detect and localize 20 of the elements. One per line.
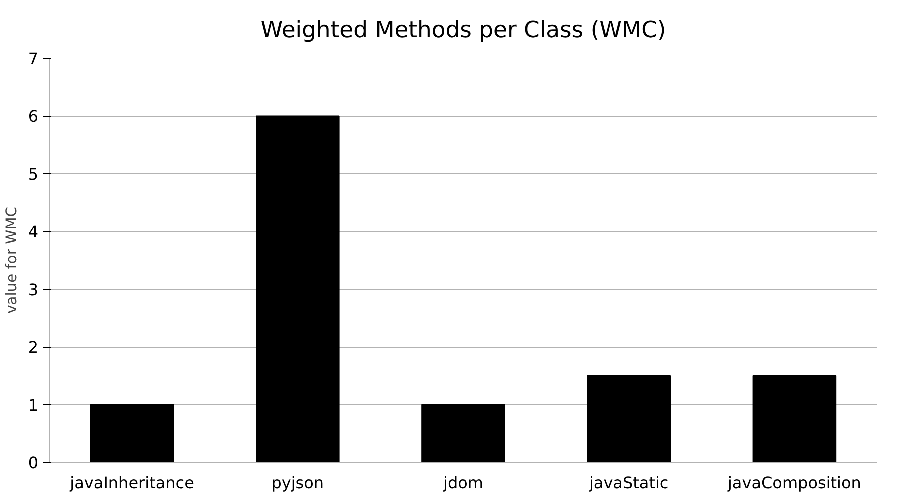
y-tick-label: 5	[28, 164, 39, 184]
y-tick-label: 7	[28, 50, 39, 68]
x-tick-label: javaStatic	[588, 474, 669, 492]
y-tick-label: 4	[28, 222, 39, 242]
x-tick-label: javaComposition	[726, 474, 862, 492]
y-tick-label: 3	[28, 280, 39, 300]
x-tick-label: jdom	[442, 474, 484, 492]
bar	[587, 375, 671, 462]
y-tick-label: 0	[28, 454, 39, 472]
y-axis-title: value for WMC	[3, 207, 20, 314]
x-tick-label: pyjson	[272, 474, 324, 492]
y-tick-label: 1	[28, 396, 39, 415]
chart-title: Weighted Methods per Class (WMC)	[260, 18, 666, 44]
bar	[752, 375, 837, 462]
bar	[256, 116, 340, 462]
x-tick-label: javaInheritance	[69, 474, 194, 492]
bar	[90, 404, 174, 462]
bar	[422, 404, 506, 462]
y-tick-label: 2	[28, 338, 39, 358]
y-tick-label: 6	[28, 107, 39, 126]
